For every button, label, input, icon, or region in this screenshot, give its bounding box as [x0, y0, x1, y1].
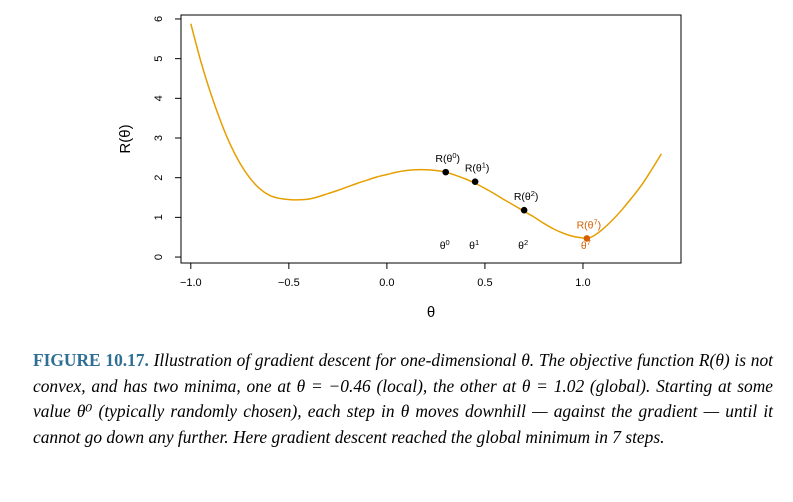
point-label: R(θ1)	[465, 161, 490, 175]
y-tick-label: 5	[153, 56, 165, 62]
y-tick-label: 6	[153, 16, 165, 22]
point-label: R(θ0)	[435, 151, 460, 165]
descent-points: R(θ0) θ0 R(θ1) θ1 R(θ2) θ2 R(θ7) θ7	[435, 151, 601, 252]
descent-point	[520, 206, 528, 214]
theta-marker: θ7	[581, 238, 591, 252]
plot-frame	[180, 14, 682, 264]
x-tick-label: 1.0	[575, 277, 590, 289]
theta-marker: θ1	[469, 238, 479, 252]
descent-point	[471, 178, 479, 185]
y-tick-label: 2	[153, 175, 165, 181]
x-tick-label: −0.5	[278, 277, 300, 289]
y-tick-label: 1	[153, 214, 165, 220]
theta-marker: θ0	[440, 238, 450, 252]
objective-curve	[190, 23, 663, 240]
x-tick-label: 0.5	[477, 277, 492, 289]
x-tick-label: −1.0	[180, 277, 202, 289]
theta-marker: θ2	[518, 238, 528, 252]
y-axis-title: R(θ)	[117, 124, 134, 153]
y-tick-label: 3	[153, 135, 165, 141]
caption-figure-label: FIGURE 10.17.	[33, 350, 149, 370]
x-axis: −1.0 −0.5 0.0 0.5 1.0	[180, 263, 591, 289]
x-tick-label: 0.0	[379, 277, 394, 289]
descent-point	[583, 235, 591, 242]
point-label: R(θ2)	[514, 189, 539, 203]
y-axis: 0 1 2 3 4 5 6	[153, 16, 181, 260]
figure-caption: FIGURE 10.17. Illustration of gradient d…	[33, 348, 773, 450]
descent-point	[442, 168, 450, 176]
y-tick-label: 4	[153, 95, 165, 101]
caption-text: Illustration of gradient descent for one…	[33, 350, 773, 447]
y-tick-label: 0	[153, 254, 165, 260]
gradient-descent-chart: −1.0 −0.5 0.0 0.5 1.0 0 1 2 3 4 5 6 R(θ0) θ0 R(θ1) θ1…	[117, 14, 682, 321]
point-label: R(θ7)	[577, 217, 602, 231]
x-axis-title: θ	[427, 304, 435, 321]
